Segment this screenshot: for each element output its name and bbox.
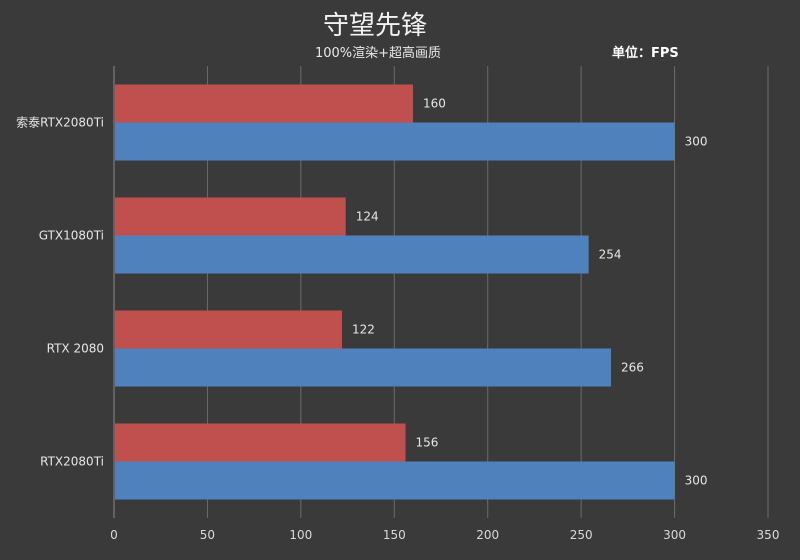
data-label: 254 [599, 248, 622, 262]
x-tick-label: 350 [757, 528, 780, 542]
bar [115, 197, 346, 236]
bar [115, 348, 612, 387]
chart-title: 守望先锋 [323, 11, 427, 41]
bars [115, 84, 675, 500]
category-label: RTX2080Ti [40, 455, 104, 469]
category-label: RTX 2080 [47, 342, 104, 356]
x-tick-label: 150 [383, 528, 406, 542]
bar [115, 423, 406, 462]
bar [115, 461, 675, 500]
x-tick-label: 250 [570, 528, 593, 542]
x-tick-label: 300 [663, 528, 686, 542]
x-tick-label: 0 [110, 528, 118, 542]
x-tick-label: 100 [289, 528, 312, 542]
data-label: 300 [685, 474, 708, 488]
data-label: 122 [352, 323, 375, 337]
data-label: 160 [423, 97, 446, 111]
bar [115, 235, 589, 274]
chart-subtitle: 100%渲染+超高画质 [315, 45, 441, 61]
category-label: 索泰RTX2080Ti [16, 116, 104, 130]
data-label: 300 [685, 135, 708, 149]
data-label: 124 [356, 210, 379, 224]
unit-label: 单位：FPS [612, 45, 679, 61]
x-tick-label: 200 [476, 528, 499, 542]
bar [115, 310, 342, 349]
bar [115, 84, 413, 123]
labels: 0 50 100 150 200 250 300 350 索泰RTX2080Ti 160 300 GT… [16, 97, 779, 543]
x-tick-label: 50 [200, 528, 215, 542]
category-label: GTX1080Ti [39, 229, 104, 243]
bar [115, 122, 675, 161]
data-label: 266 [621, 361, 644, 375]
data-label: 156 [415, 436, 438, 450]
